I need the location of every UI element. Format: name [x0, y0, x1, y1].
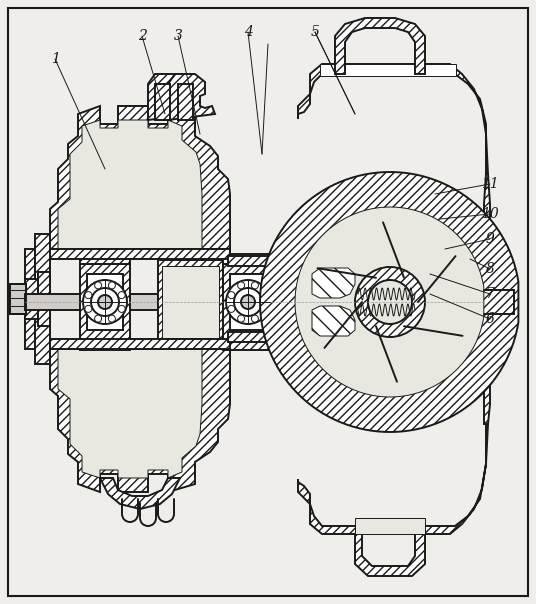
Polygon shape	[335, 18, 425, 74]
Bar	[158, 260, 223, 344]
Polygon shape	[228, 332, 320, 342]
Bar	[484, 290, 514, 314]
Polygon shape	[50, 249, 230, 259]
Text: 9: 9	[486, 232, 494, 246]
Circle shape	[98, 295, 112, 309]
Circle shape	[228, 292, 235, 298]
Bar	[10, 284, 26, 314]
Polygon shape	[58, 120, 202, 249]
Polygon shape	[50, 106, 230, 249]
Circle shape	[118, 292, 125, 298]
Polygon shape	[298, 344, 488, 534]
Circle shape	[261, 306, 268, 312]
Text: 2: 2	[138, 29, 146, 43]
Polygon shape	[58, 349, 202, 478]
Text: 3: 3	[174, 29, 182, 43]
Text: 11: 11	[481, 177, 499, 191]
Polygon shape	[228, 256, 320, 266]
Polygon shape	[298, 64, 488, 264]
Circle shape	[118, 306, 125, 312]
Polygon shape	[260, 172, 518, 432]
Polygon shape	[38, 272, 50, 326]
Polygon shape	[50, 349, 230, 492]
Bar	[80, 264, 130, 340]
Bar	[484, 294, 514, 310]
Bar	[80, 340, 130, 350]
Circle shape	[226, 280, 270, 324]
Bar	[230, 274, 266, 330]
Bar	[223, 264, 273, 340]
Bar	[25, 294, 485, 310]
Polygon shape	[168, 74, 215, 120]
Circle shape	[228, 306, 235, 312]
Text: 1: 1	[50, 52, 59, 66]
Bar	[87, 274, 123, 330]
Text: 7: 7	[486, 287, 494, 301]
Polygon shape	[35, 234, 50, 364]
Bar	[178, 84, 193, 120]
Bar	[355, 518, 425, 534]
Circle shape	[95, 282, 102, 289]
Circle shape	[355, 267, 425, 337]
Circle shape	[85, 306, 92, 312]
Text: 10: 10	[481, 207, 499, 221]
Circle shape	[85, 292, 92, 298]
Bar	[162, 266, 219, 338]
Circle shape	[108, 282, 115, 289]
Polygon shape	[100, 478, 180, 509]
Circle shape	[234, 288, 262, 316]
Polygon shape	[50, 339, 230, 349]
Polygon shape	[295, 207, 484, 397]
Polygon shape	[355, 534, 425, 576]
Bar	[223, 254, 273, 264]
Circle shape	[237, 315, 244, 322]
Bar	[155, 84, 170, 120]
Text: 4: 4	[243, 25, 252, 39]
Circle shape	[83, 280, 127, 324]
Polygon shape	[484, 174, 490, 424]
Polygon shape	[320, 64, 456, 76]
Polygon shape	[312, 306, 355, 336]
Circle shape	[95, 315, 102, 322]
Polygon shape	[25, 279, 38, 319]
Text: 5: 5	[310, 25, 319, 39]
Polygon shape	[148, 74, 195, 120]
Bar	[80, 254, 130, 264]
Circle shape	[241, 295, 255, 309]
Polygon shape	[25, 249, 35, 349]
Circle shape	[368, 280, 412, 324]
Text: 8: 8	[486, 262, 494, 276]
Circle shape	[108, 315, 115, 322]
Circle shape	[91, 288, 119, 316]
Circle shape	[261, 292, 268, 298]
Polygon shape	[312, 268, 355, 298]
Circle shape	[251, 282, 258, 289]
Circle shape	[251, 315, 258, 322]
Bar	[223, 340, 273, 350]
Text: 6: 6	[486, 312, 494, 326]
Circle shape	[237, 282, 244, 289]
